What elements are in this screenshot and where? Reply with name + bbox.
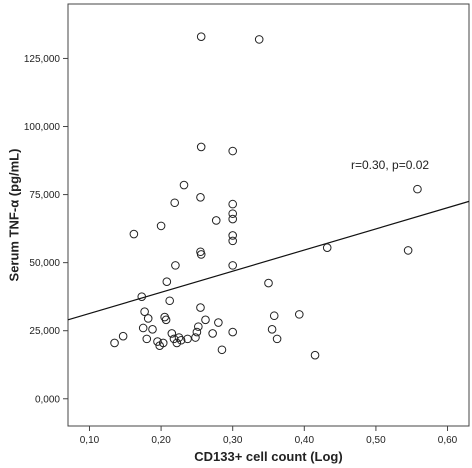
y-tick-label: 50,000: [29, 258, 60, 269]
scatter-point: [192, 327, 202, 337]
y-axis-title: Serum TNF-α (pg/mL): [6, 149, 21, 282]
scatter-point: [179, 180, 189, 190]
scatter-point: [118, 331, 128, 341]
scatter-point: [138, 323, 148, 333]
scatter-point: [413, 184, 422, 194]
scatter-point: [142, 334, 152, 344]
scatter-point: [196, 193, 205, 202]
scatter-point: [172, 338, 182, 348]
y-tick-label: 25,000: [29, 326, 60, 337]
scatter-point: [228, 236, 237, 246]
x-axis-ticks: 0,10 0,20 0,30 0,40 0,50 0,60: [80, 426, 458, 446]
scatter-point: [269, 311, 279, 321]
scatter-point: [196, 303, 205, 312]
scatter-point: [322, 243, 332, 252]
scatter-point: [294, 310, 304, 319]
scatter-point: [170, 198, 179, 208]
y-tick-label: 0,000: [35, 394, 60, 405]
scatter-point: [196, 250, 206, 259]
y-tick-label: 100,000: [24, 122, 61, 133]
scatter-point: [161, 315, 171, 325]
x-tick-label: 0,20: [151, 435, 171, 446]
scatter-point: [228, 327, 237, 337]
y-axis-ticks: 0,000 25,000 50,000 75,000 100,000 125,000: [24, 54, 68, 405]
scatter-point: [228, 231, 237, 240]
scatter-point: [217, 345, 227, 355]
scatter-point: [228, 261, 237, 270]
scatter-point: [167, 329, 177, 338]
x-tick-label: 0,40: [295, 435, 315, 446]
scatter-point: [140, 307, 149, 316]
scatter-point: [162, 277, 172, 287]
scatter-point: [228, 209, 237, 218]
scatter-point: [143, 314, 153, 323]
x-axis-title: CD133+ cell count (Log): [194, 449, 342, 464]
scatter-point: [310, 350, 320, 360]
x-tick-label: 0,30: [223, 435, 243, 446]
y-tick-label: 75,000: [29, 190, 60, 201]
x-tick-label: 0,50: [366, 435, 386, 446]
scatter-point: [228, 199, 237, 209]
scatter-point: [191, 333, 200, 342]
scatter-point: [129, 229, 139, 239]
scatter-point: [211, 216, 221, 225]
scatter-point: [171, 261, 180, 270]
scatter-point: [148, 325, 157, 334]
scatter-point: [196, 32, 206, 41]
scatter-point: [174, 333, 184, 342]
scatter-point: [228, 146, 237, 156]
scatter-point: [158, 338, 168, 348]
scatter-point: [176, 335, 186, 345]
regression-line: [67, 200, 470, 321]
plot-frame: [67, 3, 470, 427]
scatter-point: [165, 296, 174, 306]
scatter-point: [214, 318, 223, 327]
x-tick-label: 0,10: [80, 435, 100, 446]
scatter-point: [208, 329, 217, 338]
correlation-annotation: r=0.30, p=0.02: [351, 158, 429, 172]
scatter-point: [272, 334, 282, 344]
scatter-point: [201, 315, 210, 325]
scatter-point: [254, 35, 264, 44]
scatter-point: [267, 325, 277, 334]
data-points: [110, 32, 422, 360]
scatter-point: [228, 214, 237, 224]
scatter-point: [264, 278, 273, 288]
scatter-point: [110, 338, 119, 348]
x-tick-label: 0,60: [438, 435, 458, 446]
scatter-point: [156, 221, 166, 231]
scatter-point: [137, 292, 147, 301]
y-tick-label: 125,000: [24, 54, 61, 65]
scatter-point: [153, 337, 162, 346]
scatter-point: [194, 322, 203, 331]
scatter-point: [196, 142, 206, 152]
scatter-point: [403, 246, 413, 255]
